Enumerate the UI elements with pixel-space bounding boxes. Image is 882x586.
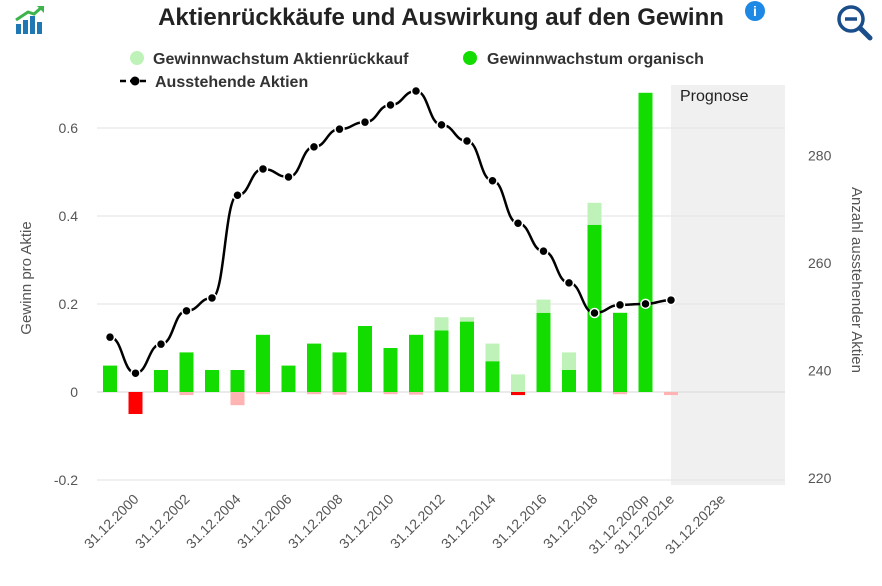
bar-organic <box>154 370 168 392</box>
y-tick-label: 0.2 <box>59 296 79 312</box>
y-tick-label: 0 <box>70 384 78 400</box>
bar-organic <box>613 312 627 392</box>
bar-buyback <box>460 317 474 322</box>
bar-organic <box>332 352 347 392</box>
bar-buyback-negative <box>256 392 270 395</box>
shares-point <box>512 217 524 229</box>
y-tick-label: -0.2 <box>54 472 78 488</box>
bar-organic <box>358 326 372 392</box>
shares-point <box>385 99 396 111</box>
shares-point <box>232 190 243 201</box>
bar-organic <box>230 370 245 392</box>
shares-point <box>283 171 294 183</box>
bar-organic <box>383 348 398 392</box>
y2-tick-label: 220 <box>808 470 832 486</box>
shares-point <box>589 307 600 319</box>
shares-point <box>334 123 345 135</box>
legend-label-shares: Ausstehende Aktien <box>155 74 308 91</box>
y-axis-label: Gewinn pro Aktie <box>18 221 35 334</box>
bar-organic <box>281 365 296 392</box>
shares-line <box>109 89 672 375</box>
shares-point <box>308 141 320 153</box>
svg-text:i: i <box>753 3 757 19</box>
bar-buyback-negative <box>179 392 194 396</box>
bar-organic <box>485 361 500 392</box>
legend-marker-buyback <box>130 51 144 65</box>
bar-buyback-negative <box>307 392 321 395</box>
chart-title: Aktienrückkäufe und Auswirkung auf den G… <box>158 4 724 31</box>
shares-point <box>487 175 498 187</box>
shares-point <box>436 119 447 131</box>
bar-buyback-negative <box>664 392 678 396</box>
shares-point <box>410 85 422 97</box>
bar-buyback <box>434 317 449 331</box>
legend-marker-shares-dot <box>130 76 140 86</box>
bar-organic <box>409 334 423 392</box>
bar-buyback <box>485 343 500 362</box>
y-tick-label: 0.6 <box>59 120 79 136</box>
bar-organic-negative <box>128 392 143 414</box>
legend-label-buyback: Gewinnwachstum Aktienrückkauf <box>153 51 409 68</box>
y2-tick-label: 280 <box>808 148 832 164</box>
y2-tick-label: 240 <box>808 363 832 379</box>
bar-organic <box>434 330 449 392</box>
y-tick-label: 0.4 <box>59 208 79 224</box>
bar-organic <box>179 352 194 392</box>
bar-organic <box>460 321 474 392</box>
shares-point <box>104 331 116 343</box>
bar-buyback-negative <box>332 392 347 395</box>
bar-organic <box>307 343 321 392</box>
forecast-region <box>671 85 785 485</box>
bar-buyback <box>562 352 576 370</box>
zoom-out-icon[interactable] <box>836 4 874 42</box>
bar-organic <box>536 312 551 392</box>
bar-organic <box>256 334 270 392</box>
chart-growth-icon[interactable] <box>14 4 46 36</box>
bar-buyback <box>587 202 602 225</box>
info-icon[interactable]: i <box>744 0 766 22</box>
shares-point <box>257 163 269 175</box>
bar-organic <box>205 370 219 392</box>
bar-buyback-negative <box>383 392 398 395</box>
shares-point <box>181 305 192 317</box>
shares-point <box>206 292 218 304</box>
shares-point <box>155 338 167 350</box>
legend-label-organic: Gewinnwachstum organisch <box>487 51 704 68</box>
forecast-label: Prognose <box>680 88 749 105</box>
shares-point <box>130 367 141 379</box>
bar-buyback <box>536 299 551 313</box>
bar-buyback-negative <box>230 392 245 406</box>
bar-buyback-negative <box>613 392 627 395</box>
shares-point <box>538 245 549 257</box>
bar-organic <box>638 92 653 393</box>
shares-point <box>614 299 626 311</box>
y2-tick-label: 260 <box>808 255 832 271</box>
shares-point <box>640 298 651 310</box>
shares-point <box>359 116 371 128</box>
bar-organic <box>103 365 117 392</box>
bar-organic-negative <box>511 392 525 396</box>
bar-buyback <box>511 374 525 392</box>
bar-buyback-negative <box>409 392 423 395</box>
shares-point <box>563 277 575 289</box>
y2-axis-label: Anzahl ausstehender Aktien <box>848 187 865 373</box>
shares-point <box>665 294 677 306</box>
bar-organic <box>562 370 576 392</box>
legend-marker-organic <box>463 51 477 65</box>
shares-point <box>461 135 473 147</box>
